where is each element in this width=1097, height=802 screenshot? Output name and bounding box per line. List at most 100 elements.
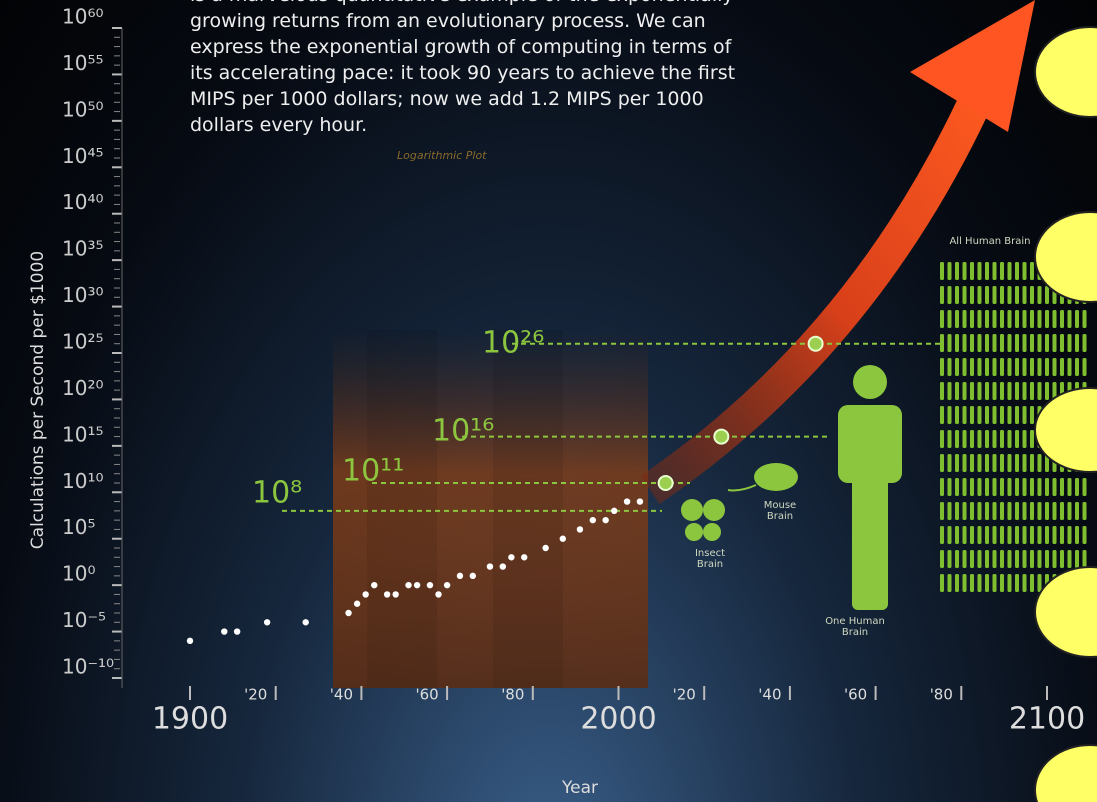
person [962, 286, 967, 304]
person [962, 430, 967, 448]
person [1060, 334, 1064, 352]
person [940, 286, 944, 304]
person [992, 550, 997, 568]
person [1075, 334, 1079, 352]
person [1007, 286, 1012, 304]
milestone-point [713, 428, 730, 445]
person [1060, 502, 1064, 520]
person [940, 358, 944, 376]
person [962, 406, 967, 424]
x-tick-label: 2100 [1009, 702, 1085, 737]
person [1082, 310, 1087, 328]
plot-note: Logarithmic Plot [397, 149, 487, 162]
person [985, 478, 989, 496]
person [955, 406, 959, 424]
milestone-point [657, 475, 674, 491]
data-point [383, 591, 391, 598]
y-tick-label: 10²⁵ [62, 330, 103, 354]
data-point [302, 619, 309, 626]
person [1015, 262, 1019, 280]
y-tick-label: 10⁻⁵ [62, 608, 106, 632]
description-line: dollars every hour. [190, 114, 368, 136]
person [1007, 310, 1012, 328]
person [1022, 574, 1027, 592]
person [977, 454, 982, 472]
person [1015, 550, 1019, 568]
person [1022, 550, 1027, 568]
person [1075, 358, 1079, 376]
person [1007, 550, 1012, 568]
data-point [443, 581, 451, 589]
person [1030, 262, 1034, 280]
data-point [611, 507, 618, 515]
person [1067, 334, 1072, 352]
person [940, 478, 944, 496]
x-tick-label: '80 [930, 686, 953, 704]
person [970, 478, 974, 496]
data-point [345, 609, 352, 617]
x-tick-label: '40 [330, 686, 353, 704]
arrow-head [910, 0, 1035, 132]
person [962, 454, 967, 472]
brain-label: Insect Brain [694, 548, 726, 570]
y-tick-label: 10¹⁰ [62, 469, 103, 493]
person [955, 550, 959, 568]
person [1000, 262, 1004, 280]
person [1037, 502, 1042, 520]
person [1015, 334, 1019, 352]
person [1000, 358, 1004, 376]
person [970, 358, 974, 376]
person [970, 406, 974, 424]
person [1060, 310, 1064, 328]
person [970, 550, 974, 568]
person [1000, 286, 1004, 304]
person [955, 430, 959, 448]
person [1022, 358, 1027, 376]
person [977, 406, 982, 424]
data-point [392, 591, 399, 598]
person [1007, 358, 1012, 376]
person [962, 574, 967, 592]
y-tick-label: 10³⁰ [62, 283, 103, 307]
person [1015, 502, 1019, 520]
person [1007, 574, 1012, 592]
person [992, 334, 997, 352]
person [977, 310, 982, 328]
person [1007, 454, 1012, 472]
person [1000, 334, 1004, 352]
person [1022, 286, 1027, 304]
person [1030, 502, 1034, 520]
person [1052, 382, 1057, 400]
data-point [426, 581, 434, 589]
x-tick-label: '40 [758, 686, 781, 704]
data-point [413, 581, 421, 589]
milestone-label: 10¹⁶ [432, 414, 494, 449]
person [1067, 526, 1072, 544]
data-point [186, 637, 194, 645]
data-point [405, 581, 412, 589]
person [1007, 502, 1012, 520]
person [992, 502, 997, 520]
person [947, 358, 952, 376]
y-tick-label: 10⁻¹⁰ [62, 655, 114, 679]
person [962, 526, 967, 544]
person [970, 334, 974, 352]
person [1082, 550, 1087, 568]
person [1037, 550, 1042, 568]
y-tick-label: 10⁵ [62, 515, 95, 539]
person [1052, 334, 1057, 352]
person [977, 502, 982, 520]
person [940, 334, 944, 352]
person [977, 262, 982, 280]
person [992, 526, 997, 544]
person [977, 478, 982, 496]
person [1067, 358, 1072, 376]
person [1030, 526, 1034, 544]
data-point [499, 563, 507, 570]
x-tick-label: '60 [415, 686, 438, 704]
person [1067, 502, 1072, 520]
person [1000, 502, 1004, 520]
person [992, 310, 997, 328]
person [1060, 358, 1064, 376]
y-tick-label: 10¹⁵ [62, 422, 103, 446]
